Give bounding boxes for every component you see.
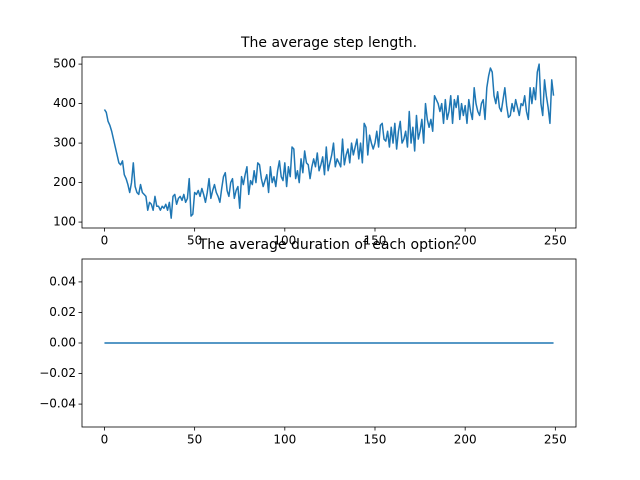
y-tick-label: 0.02 [49, 305, 76, 319]
x-tick-label: 50 [187, 433, 202, 447]
y-tick-label: −0.02 [39, 366, 76, 380]
x-tick-label: 50 [187, 234, 202, 248]
x-tick-label: 200 [454, 234, 477, 248]
y-tick-label: 0.00 [49, 336, 76, 350]
y-tick-label: 0.04 [49, 274, 76, 288]
y-tick-label: 300 [53, 136, 76, 150]
x-tick-label: 0 [101, 433, 109, 447]
x-tick-label: 0 [101, 234, 109, 248]
y-tick-label: 100 [53, 215, 76, 229]
data-line [103, 63, 555, 219]
y-tick-label: 500 [53, 57, 76, 71]
x-tick-label: 150 [364, 234, 387, 248]
x-tick-label: 200 [454, 433, 477, 447]
x-tick-label: 250 [544, 433, 567, 447]
y-tick-label: −0.04 [39, 397, 76, 411]
x-tick-label: 150 [364, 433, 387, 447]
axes-frame [81, 56, 577, 229]
y-tick-label: 400 [53, 96, 76, 110]
chart-title: The average duration of each option. [198, 237, 460, 253]
x-tick-label: 100 [273, 433, 296, 447]
chart-title: The average step length. [240, 35, 417, 51]
y-tick-label: 200 [53, 175, 76, 189]
x-tick-label: 250 [544, 234, 567, 248]
x-tick-label: 100 [273, 234, 296, 248]
